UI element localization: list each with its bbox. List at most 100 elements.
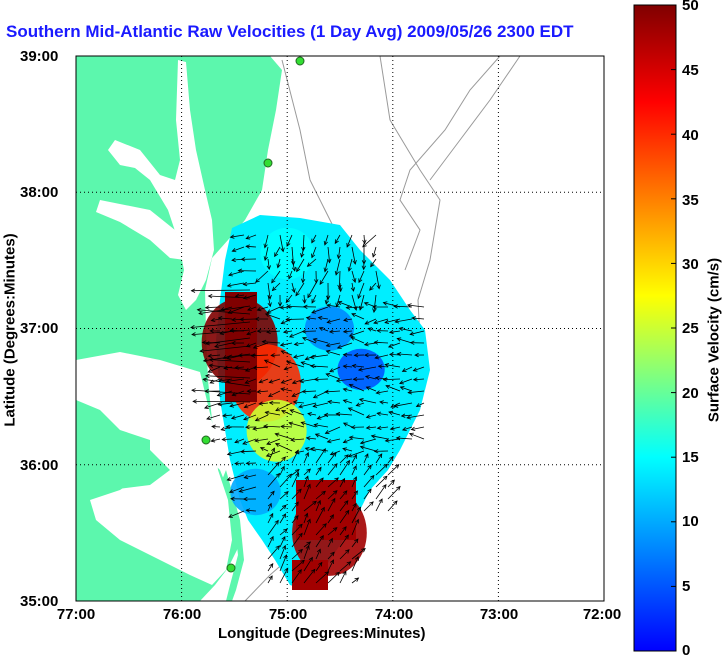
- velocity-vector: [400, 386, 413, 392]
- velocity-vector-head: [244, 367, 250, 372]
- velocity-vector: [363, 501, 374, 512]
- velocity-vector: [267, 513, 274, 524]
- velocity-vector-head: [306, 518, 311, 524]
- velocity-vector-head: [276, 263, 281, 269]
- velocity-vector-head: [388, 329, 394, 335]
- velocity-vector-head: [393, 500, 398, 505]
- velocity-vector-head: [317, 466, 322, 472]
- velocity-vector-head: [220, 426, 226, 432]
- velocity-vector: [281, 350, 293, 356]
- velocity-vector: [410, 330, 425, 335]
- velocity-vector-head: [307, 293, 312, 299]
- velocity-vector: [351, 538, 359, 548]
- velocity-vector-head: [374, 355, 380, 360]
- velocity-vector-head: [264, 312, 270, 318]
- velocity-vector-head: [201, 340, 207, 345]
- x-tick-label: 74:00: [374, 606, 414, 623]
- velocity-vector-head: [341, 477, 346, 483]
- velocity-vector-head: [242, 440, 248, 445]
- velocity-vector: [255, 270, 269, 283]
- velocity-vector: [291, 246, 294, 265]
- velocity-vector-head: [300, 559, 305, 565]
- velocity-vector-head: [342, 526, 347, 531]
- velocity-vector: [303, 513, 308, 524]
- velocity-vector-head: [309, 354, 315, 360]
- velocity-vector-head: [310, 568, 316, 574]
- velocity-vector: [351, 556, 359, 572]
- velocity-vector-head: [378, 453, 383, 458]
- velocity-vector-head: [196, 307, 202, 313]
- velocity-vector-head: [292, 400, 298, 405]
- velocity-vector: [338, 246, 341, 259]
- velocity-vector: [267, 520, 279, 536]
- velocity-vector: [190, 321, 251, 328]
- velocity-vector-head: [305, 436, 311, 441]
- velocity-vector: [279, 473, 292, 488]
- velocity-vector-head: [294, 449, 299, 455]
- velocity-vector-head: [331, 497, 336, 503]
- velocity-vector: [406, 414, 425, 419]
- velocity-vector: [346, 306, 365, 309]
- velocity-vector: [222, 414, 233, 417]
- velocity-vector-head: [192, 399, 197, 404]
- velocity-vector: [294, 342, 305, 345]
- velocity-vector-head: [344, 534, 349, 540]
- velocity-vector-head: [287, 473, 293, 479]
- velocity-vector-head: [318, 326, 324, 332]
- velocity-vector: [267, 575, 273, 584]
- velocity-vector: [351, 313, 365, 320]
- velocity-vector: [327, 527, 338, 536]
- velocity-vector-head: [334, 270, 340, 276]
- x-tick-label: 72:00: [582, 606, 622, 623]
- velocity-vector-head: [326, 439, 332, 444]
- velocity-vector-head: [376, 284, 381, 290]
- velocity-vector-head: [286, 242, 291, 247]
- colorbar-tick-label: 50: [682, 0, 699, 14]
- velocity-vector-head: [395, 436, 401, 441]
- colorbar-tick-label: 0: [682, 642, 691, 659]
- velocity-vector-head: [275, 407, 280, 412]
- velocity-vector: [269, 378, 281, 383]
- velocity-vector: [228, 306, 245, 314]
- velocity-vector: [325, 426, 341, 434]
- velocity-vector-head: [324, 571, 330, 576]
- velocity-vector-head: [350, 287, 356, 292]
- velocity-vector-head: [412, 367, 418, 372]
- sound-peninsula: [86, 450, 170, 490]
- velocity-vector-head: [226, 451, 232, 456]
- velocity-vector: [266, 438, 281, 445]
- velocity-vector-head: [296, 267, 301, 273]
- velocity-vector: [291, 438, 305, 441]
- velocity-vector: [288, 270, 293, 279]
- velocity-vector: [338, 270, 341, 289]
- velocity-vector: [324, 234, 329, 245]
- velocity-vector: [313, 402, 329, 407]
- velocity-vector-head: [282, 329, 288, 334]
- velocity-vector-head: [308, 556, 313, 562]
- velocity-vector-head: [281, 513, 286, 519]
- velocity-vector: [279, 545, 286, 560]
- velocity-vector: [307, 413, 317, 416]
- velocity-vector: [339, 490, 348, 500]
- velocity-vector-head: [326, 303, 332, 308]
- velocity-vector-head: [319, 280, 324, 285]
- velocity-vector-head: [228, 513, 233, 518]
- velocity-vector: [350, 336, 365, 344]
- radar-station-marker: [263, 158, 273, 168]
- velocity-vector-head: [209, 328, 214, 334]
- velocity-vector-head: [246, 331, 252, 336]
- velocity-vector: [303, 557, 313, 572]
- velocity-region: [230, 468, 281, 516]
- velocity-vector: [303, 294, 306, 304]
- velocity-vector-head: [385, 384, 391, 389]
- velocity-vector: [267, 294, 271, 307]
- velocity-vector-head: [355, 402, 361, 407]
- velocity-vector-head: [271, 278, 276, 284]
- velocity-vector: [329, 366, 341, 373]
- velocity-vector: [279, 554, 287, 572]
- velocity-vector: [229, 402, 245, 407]
- velocity-vector-head: [316, 548, 321, 554]
- velocity-vector: [324, 390, 341, 393]
- velocity-vector: [279, 234, 284, 252]
- velocity-vector: [286, 361, 305, 368]
